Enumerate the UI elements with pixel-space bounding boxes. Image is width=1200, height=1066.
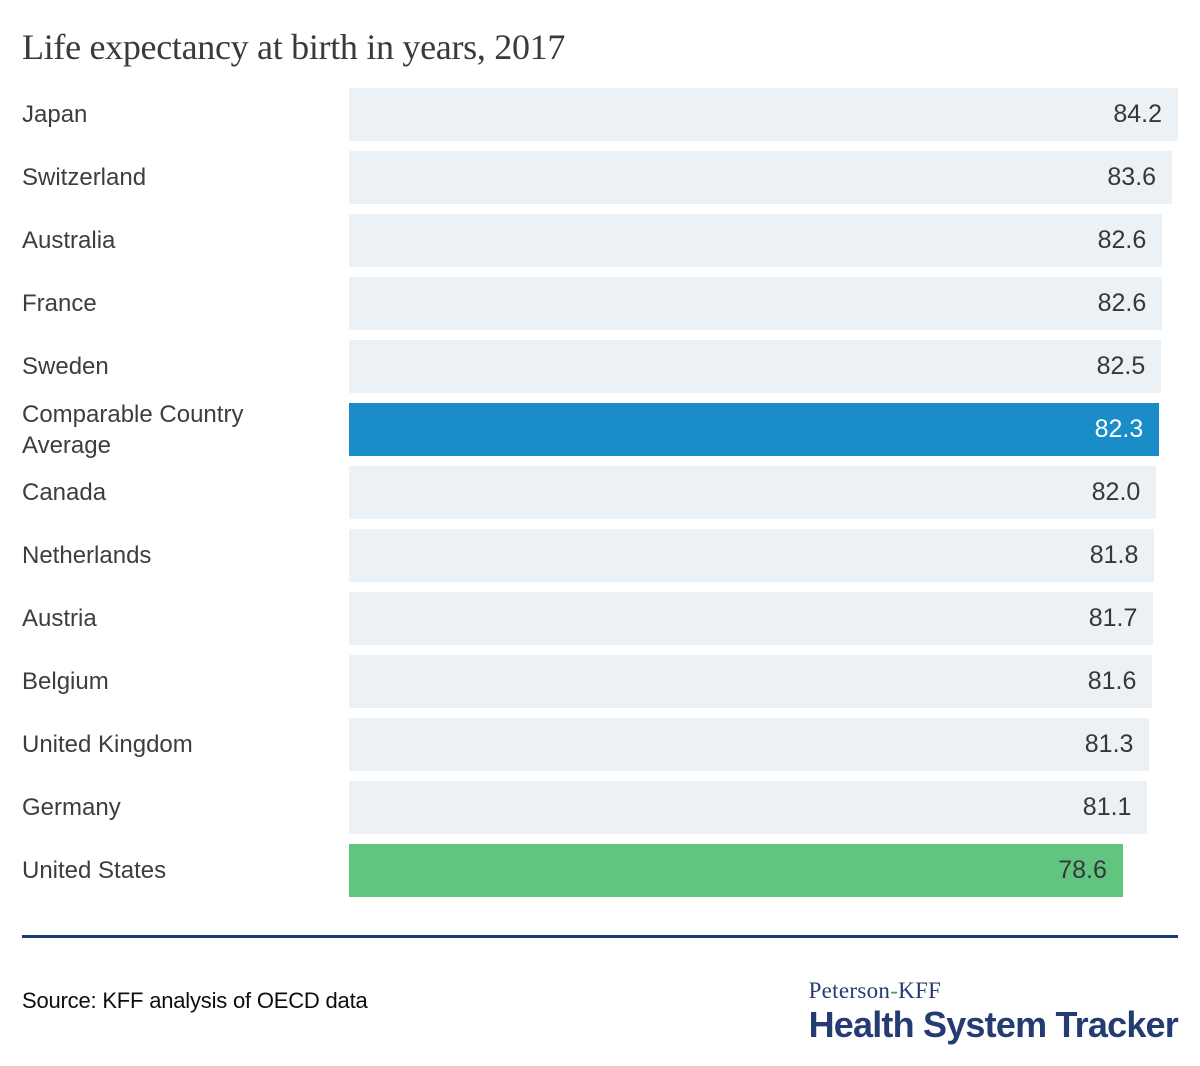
bar-label: United Kingdom [22, 731, 193, 759]
bar-track: 81.8 [349, 529, 1178, 583]
bar-label: Japan [22, 101, 88, 129]
bar-value: 81.8 [1089, 541, 1139, 570]
bar-value: 81.6 [1087, 667, 1137, 696]
chart-row: Australia 82.6 [22, 214, 1178, 268]
bar-label: Canada [22, 479, 107, 507]
bar-track: 82.5 [349, 340, 1178, 394]
bar-track: 81.3 [349, 718, 1178, 772]
bar-label: Germany [22, 794, 121, 822]
bar-track: 82.6 [349, 214, 1178, 268]
chart-row: Germany 81.1 [22, 781, 1178, 835]
bar-track: 83.6 [349, 151, 1178, 205]
footer-divider [22, 935, 1178, 939]
bar: 84.2 [349, 88, 1178, 142]
chart-row: United States 78.6 [22, 844, 1178, 898]
chart-row: Japan 84.2 [22, 88, 1178, 142]
bar-chart: Japan 84.2 Switzerland 83.6 Australia 82.6 Fra… [22, 88, 1178, 898]
chart-row: Canada 82.0 [22, 466, 1178, 520]
bar-value: 78.6 [1058, 856, 1107, 885]
bar-track: 82.3 [349, 403, 1178, 457]
bar: 82.6 [349, 277, 1163, 331]
bar: 81.8 [349, 529, 1155, 583]
bar: 82.0 [349, 466, 1157, 520]
bar: 82.5 [349, 340, 1162, 394]
chart-card: Life expectancy at birth in years, 2017 … [0, 26, 1200, 1043]
bar-value: 81.1 [1082, 793, 1132, 822]
brand-logo: Peterson-KFF Health System Tracker [808, 978, 1179, 1046]
source-note: Source: KFF analysis of OECD data [22, 988, 368, 1014]
bar-track: 81.1 [349, 781, 1178, 835]
bar-label: United States [22, 857, 167, 885]
bar: 82.3 [349, 403, 1160, 457]
bar: 81.7 [349, 592, 1154, 646]
brand-left: Peterson [808, 978, 891, 1004]
chart-row: Netherlands 81.8 [22, 529, 1178, 583]
bar: 81.6 [349, 655, 1153, 709]
bar-label: Comparable Country Average [22, 400, 244, 459]
bar-label: Belgium [22, 668, 109, 696]
bar-label: France [22, 290, 97, 318]
bar-track: 82.0 [349, 466, 1178, 520]
chart-row: Austria 81.7 [22, 592, 1178, 646]
bar-value: 82.5 [1096, 352, 1146, 381]
chart-row: Belgium 81.6 [22, 655, 1178, 709]
bar-track: 84.2 [349, 88, 1178, 142]
chart-row: Comparable Country Average 82.3 [22, 400, 1178, 459]
bar-value: 84.2 [1113, 100, 1162, 129]
bar-value: 83.6 [1107, 163, 1157, 192]
bar-label: Switzerland [22, 164, 147, 192]
bar-value: 82.6 [1097, 289, 1147, 318]
chart-row: France 82.6 [22, 277, 1178, 331]
chart-row: United Kingdom 81.3 [22, 718, 1178, 772]
bar-value: 82.6 [1097, 226, 1147, 255]
bar-value: 81.7 [1088, 604, 1138, 633]
brand-logo-health-system-tracker: Health System Tracker [808, 1004, 1179, 1046]
bar-label: Sweden [22, 353, 109, 381]
bar: 78.6 [349, 844, 1123, 898]
chart-row: Switzerland 83.6 [22, 151, 1178, 205]
brand-hyphen: - [890, 978, 899, 1004]
brand-right: KFF [898, 978, 942, 1004]
bar-value: 82.3 [1094, 415, 1144, 444]
brand-logo-peterson-kff: Peterson-KFF [809, 978, 1178, 1004]
chart-title: Life expectancy at birth in years, 2017 [22, 27, 566, 67]
bar-label: Austria [22, 605, 97, 633]
bar-track: 81.6 [349, 655, 1178, 709]
bar-label: Australia [22, 227, 116, 255]
bar: 83.6 [349, 151, 1173, 205]
footer: Source: KFF analysis of OECD data Peters… [22, 978, 1179, 1046]
bar: 81.3 [349, 718, 1150, 772]
bar-label: Netherlands [22, 542, 152, 570]
chart-row: Sweden 82.5 [22, 340, 1178, 394]
bar: 82.6 [349, 214, 1163, 268]
bar-track: 82.6 [349, 277, 1178, 331]
bar-track: 78.6 [349, 844, 1178, 898]
bar-value: 81.3 [1084, 730, 1134, 759]
bar-track: 81.7 [349, 592, 1178, 646]
bar: 81.1 [349, 781, 1148, 835]
bar-value: 82.0 [1091, 478, 1141, 507]
